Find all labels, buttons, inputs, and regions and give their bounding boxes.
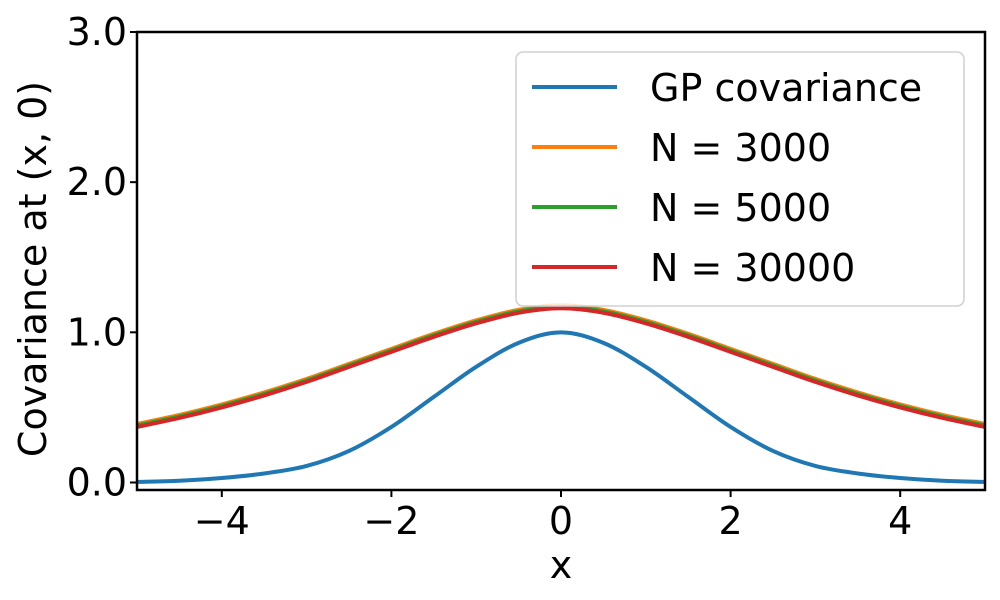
legend-label-4: N = 30000 — [650, 246, 855, 290]
x-tick-label: 0 — [549, 499, 573, 543]
y-axis-label: Covariance at (x, 0) — [11, 81, 55, 457]
series-line-2 — [137, 303, 985, 426]
x-tick-label: −4 — [194, 499, 250, 543]
legend-label-3: N = 5000 — [650, 186, 831, 230]
x-tick-label: 4 — [888, 499, 912, 543]
y-tick-label: 2.0 — [67, 160, 127, 204]
y-tick-label: 1.0 — [67, 310, 127, 354]
legend-label-1: GP covariance — [650, 66, 922, 110]
legend-label-2: N = 3000 — [650, 126, 831, 170]
legend: GP covariance N = 3000 N = 5000 N = 30000 — [515, 51, 965, 307]
y-tick-label: 3.0 — [67, 10, 127, 54]
x-tick-label: −2 — [363, 499, 419, 543]
ticks-layer: −4 −2 0 2 4 0.0 1.0 2.0 3.0 — [67, 10, 913, 543]
legend-box — [515, 51, 965, 307]
x-tick-label: 2 — [719, 499, 743, 543]
series-line-4 — [137, 306, 985, 429]
series-line-1 — [137, 330, 985, 484]
series-line-3 — [137, 304, 985, 428]
x-axis-label: x — [550, 543, 573, 587]
y-tick-label: 0.0 — [67, 460, 127, 504]
series-layer — [137, 303, 985, 484]
